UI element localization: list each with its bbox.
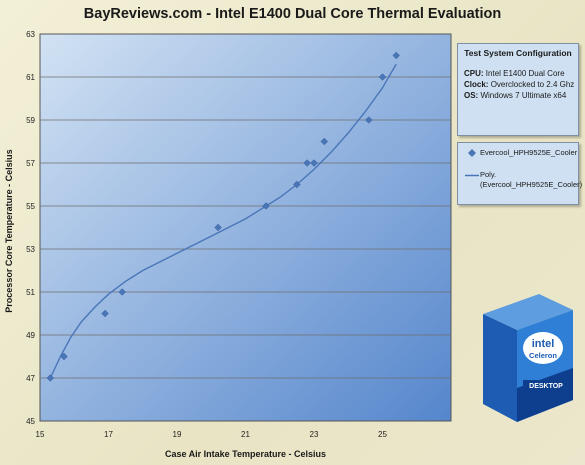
data-point	[60, 352, 68, 361]
legend-label: Poly. (Evercool_HPH9525E_Cooler)	[480, 170, 583, 189]
trendline	[49, 63, 397, 379]
config-value: Overclocked to 2.4 Ghz	[490, 80, 575, 89]
data-point	[214, 223, 222, 232]
data-point	[101, 309, 109, 318]
config-row-clock: Clock: Overclocked to 2.4 Ghz	[464, 80, 575, 89]
brand-text: intel	[532, 338, 555, 350]
plot-area	[39, 33, 452, 422]
desktop-text: DESKTOP	[529, 383, 563, 390]
x-tick-label: 19	[173, 430, 182, 439]
product-text: Celeron	[529, 351, 557, 360]
data-point	[293, 180, 301, 189]
line-marker-icon	[464, 170, 480, 177]
config-value: Windows 7 Ultimate x64	[480, 91, 567, 100]
data-point	[46, 374, 55, 382]
data-point	[310, 159, 318, 167]
y-tick-label: 59	[26, 116, 35, 125]
chart-title: BayReviews.com - Intel E1400 Dual Core T…	[83, 6, 502, 22]
y-tick-label: 57	[26, 159, 35, 168]
y-tick-label: 47	[26, 374, 35, 383]
diamond-marker-icon	[464, 148, 480, 157]
config-row-os: OS: Windows 7 Ultimate x64	[464, 91, 572, 100]
data-point	[118, 288, 126, 296]
x-axis-label: Case Air Intake Temperature - Celsius	[164, 449, 327, 459]
y-tick-label: 45	[26, 417, 35, 426]
config-key: CPU:	[464, 69, 484, 78]
data-point	[392, 51, 400, 60]
y-tick-label: 55	[26, 202, 35, 211]
config-value: Intel E1400 Dual Core	[485, 69, 565, 78]
product-box-image: intel Celeron DESKTOP	[483, 294, 573, 422]
legend: Evercool_HPH9525E_Cooler Poly. (Evercool…	[457, 142, 582, 205]
x-tick-label: 23	[310, 430, 319, 439]
y-tick-label: 63	[26, 30, 35, 39]
data-point	[262, 202, 270, 210]
data-point	[320, 137, 329, 146]
config-key: OS:	[464, 91, 479, 100]
x-tick-label: 25	[378, 430, 387, 439]
legend-label: Evercool_HPH9525E_Cooler	[480, 148, 578, 157]
intel-logo-icon	[523, 332, 563, 364]
data-point	[303, 159, 311, 167]
x-tick-label: 17	[104, 430, 113, 439]
y-tick-label: 51	[26, 288, 35, 297]
data-point	[365, 116, 373, 124]
x-tick-label: 21	[241, 430, 250, 439]
y-tick-label: 49	[26, 331, 35, 340]
legend-entry-points: Evercool_HPH9525E_Cooler	[464, 148, 577, 158]
y-tick-label: 53	[26, 245, 35, 254]
legend-entry-trendline: Poly. (Evercool_HPH9525E_Cooler)	[464, 170, 582, 190]
config-row-cpu: CPU: Intel E1400 Dual Core	[464, 69, 572, 78]
data-point	[378, 73, 387, 81]
config-key: Clock:	[464, 80, 489, 89]
x-tick-label: 15	[36, 430, 45, 439]
config-title: Test System Configuration	[464, 48, 572, 58]
config-panel: Test System Configuration CPU: Intel E14…	[457, 43, 579, 136]
y-tick-label: 61	[26, 73, 35, 82]
